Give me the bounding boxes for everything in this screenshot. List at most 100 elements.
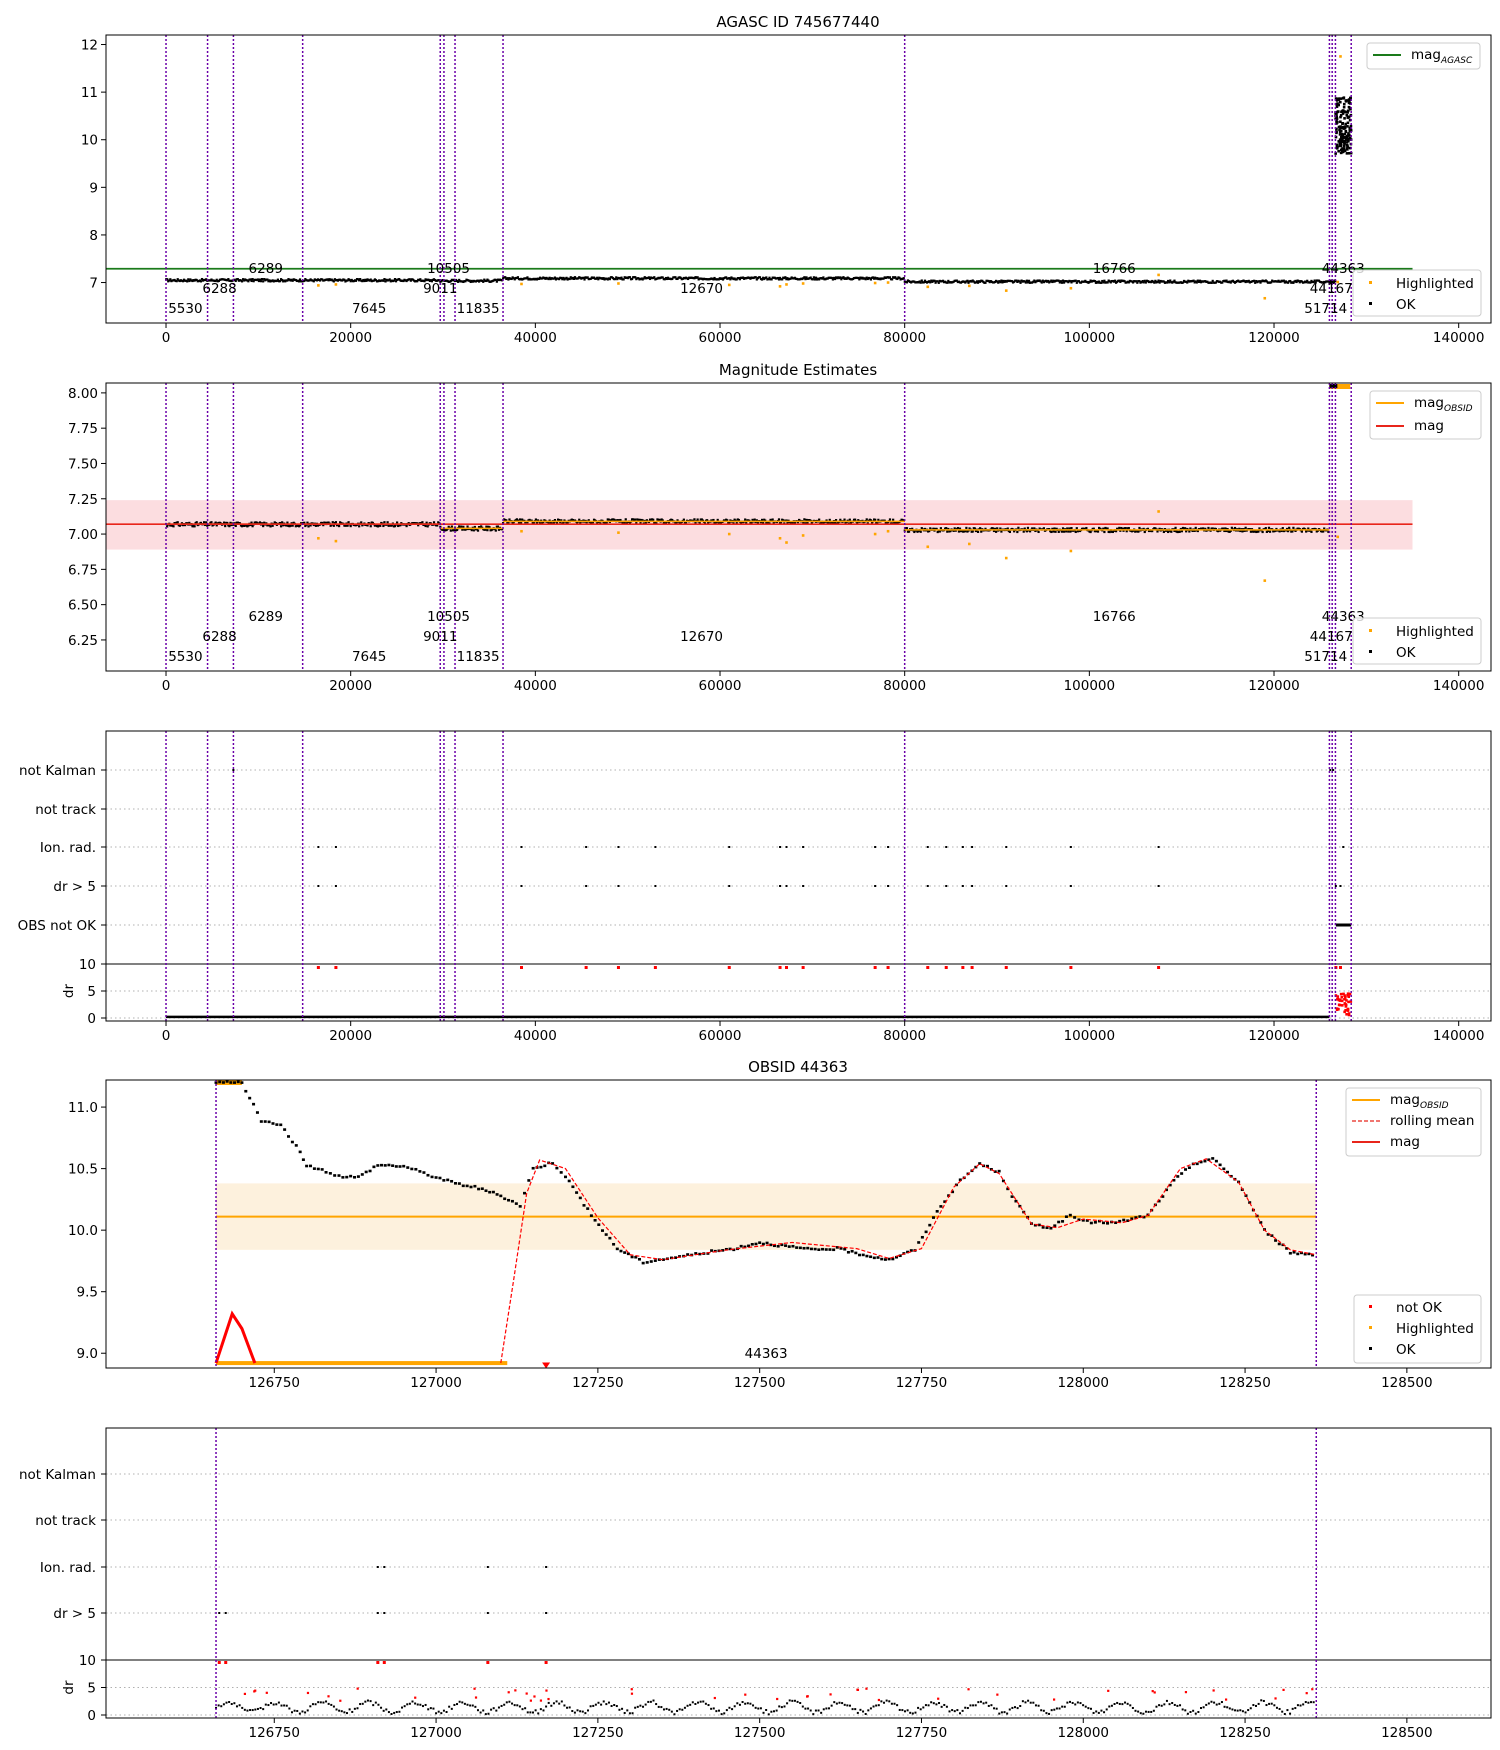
dr-not-ok-point [1340,1004,1344,1007]
dr-point [985,1701,988,1704]
x-tick-label: 127000 [410,1375,462,1391]
ok-point [229,1081,233,1084]
ok-point [1345,138,1349,141]
ok-point [359,278,362,281]
ok-point [891,1257,895,1261]
flag-point [232,769,235,771]
ok-point [426,1173,430,1177]
y-tick-label: 8 [89,228,98,244]
ok-point [809,276,812,279]
ok-point [824,1248,828,1251]
dr-point [1055,1707,1058,1710]
dr-point [602,1700,605,1703]
ok-point [572,277,576,281]
ok-point [1181,281,1185,284]
ok-point [297,280,301,283]
svg-text:Highlighted: Highlighted [1396,276,1474,292]
dr-point [526,1711,529,1714]
ok-point [1288,1251,1292,1255]
ok-point [1167,279,1170,283]
ok-point [744,518,747,521]
ok-point [966,279,969,282]
ok-point [193,525,196,528]
flag-point [961,846,964,848]
dr-point [924,1704,927,1707]
dr-point [1061,1705,1064,1708]
ok-point [476,529,480,532]
ok-point [579,521,582,524]
ok-point [1209,529,1212,532]
ok-point [721,278,725,281]
ok-point [1199,1160,1203,1164]
ok-point [1337,140,1341,143]
dr-not-ok-point [529,1699,532,1702]
dr-not-ok-point [1347,995,1351,999]
dr-point [395,1711,398,1714]
ok-point [394,1165,398,1168]
dr-point [775,1709,778,1712]
ok-point [513,278,516,281]
ok-point [751,518,754,521]
ok-point [582,519,585,522]
ok-point [1244,1194,1248,1197]
ok-cluster [1329,384,1338,388]
ok-point [1065,530,1068,533]
dr-not-ok-point [414,1696,417,1699]
dr-tick: 5 [87,984,96,1000]
dr-point [390,1713,393,1716]
ok-point [1347,105,1351,109]
ok-point [777,518,781,521]
ok-point [869,278,873,281]
ok-point [762,276,765,279]
ok-point [438,1176,442,1180]
dr-point [1152,1709,1155,1712]
ok-point [1343,139,1346,143]
dr-not-ok-point [1151,1690,1154,1693]
ok-point [1339,114,1343,117]
ok-point [575,1191,579,1194]
ok-point [236,278,239,281]
ok-point [587,519,590,522]
ok-point [1111,530,1115,534]
ok-point [622,278,625,281]
ok-point [997,281,1000,284]
dr-point [649,1700,652,1703]
ok-point [1337,110,1340,113]
dr-point [529,1711,532,1714]
dr-point [346,1712,349,1715]
ok-point [256,278,259,281]
dr-point [710,1707,713,1710]
dr-point [1265,1704,1268,1707]
dr-point [325,1700,328,1703]
x-tick-label: 127250 [572,1725,624,1741]
ok-point [920,1235,924,1239]
ok-point [1347,101,1351,105]
dr-point [298,1712,301,1715]
dr-clipped-point [616,966,620,969]
dr-point [948,1710,951,1713]
dr-point [979,1700,982,1703]
ok-point [1343,125,1347,129]
ok-point [706,519,709,522]
ok-point [1288,526,1291,529]
ok-point [1101,1221,1105,1225]
ok-point [1051,280,1054,284]
rolling-mean-line [500,1158,1317,1364]
dr-point [238,1704,241,1707]
ok-point [597,1223,601,1226]
dr-point [427,1708,430,1711]
flag-point [779,846,782,848]
dr-point [1278,1707,1281,1710]
ok-point [866,522,869,525]
dr-point [676,1709,679,1712]
dr-point [1239,1709,1242,1712]
ok-point [515,518,518,521]
dr-point [440,1712,443,1715]
dr-point [290,1711,293,1714]
ok-point [291,279,294,282]
dr-point [589,1705,592,1708]
ok-point [356,1175,360,1178]
dr-point [215,1706,218,1709]
ok-point [487,279,490,282]
dr-point [877,1704,880,1707]
